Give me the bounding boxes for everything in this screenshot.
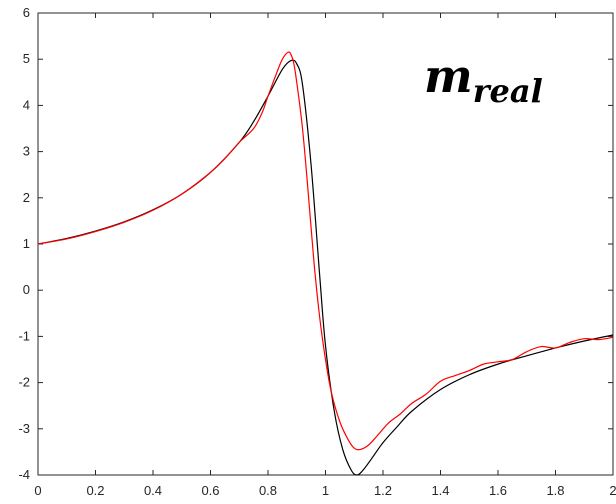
y-tick-label: 1 [23, 236, 30, 251]
x-tick-label: 0 [34, 483, 41, 498]
x-tick-label: 1.8 [546, 483, 564, 498]
x-tick-label: 2 [609, 483, 616, 498]
series-line-2 [37, 51, 614, 451]
y-tick-label: -1 [18, 328, 30, 343]
y-tick-label: -2 [18, 375, 30, 390]
tick-labels: 0 0.2 0.4 0.6 0.8 1 1.2 1.4 1.6 1.8 2 -4 -3 -2 -1 0 1 2 3 4… [18, 5, 616, 498]
ticks [37, 12, 614, 476]
x-tick-label: 0.8 [259, 483, 277, 498]
x-tick-label: 1.6 [489, 483, 507, 498]
x-tick-label: 1.2 [374, 483, 392, 498]
y-tick-label: 4 [23, 97, 30, 112]
x-tick-label: 1 [322, 483, 329, 498]
y-tick-label: 2 [23, 190, 30, 205]
chart-title-subscript: real [473, 72, 543, 110]
chart-title: mreal [424, 49, 543, 110]
plot-area [37, 12, 614, 476]
y-tick-label: 5 [23, 51, 30, 66]
y-tick-label: 6 [23, 5, 30, 20]
y-tick-label: 3 [23, 144, 30, 159]
x-tick-label: 0.6 [201, 483, 219, 498]
x-tick-label: 0.4 [144, 483, 162, 498]
y-tick-label: -3 [18, 421, 30, 436]
x-tick-label: 1.4 [431, 483, 449, 498]
x-tick-label: 0.2 [86, 483, 104, 498]
y-tick-label: 0 [23, 282, 30, 297]
y-tick-label: -4 [18, 467, 30, 482]
series-group [37, 51, 614, 476]
chart-title-symbol: m [424, 49, 473, 103]
